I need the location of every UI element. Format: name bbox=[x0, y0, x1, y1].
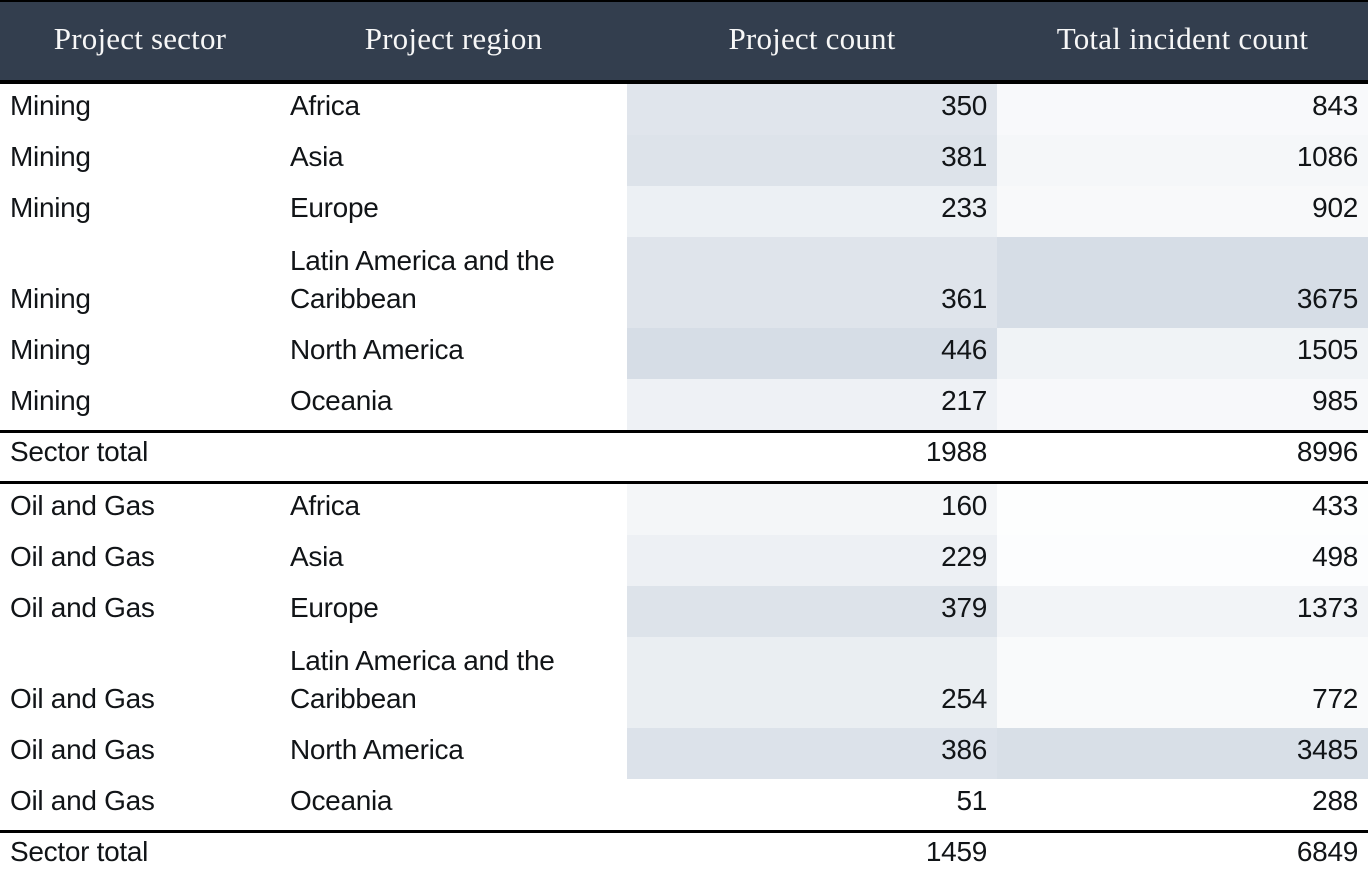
project-count-cell: 51 bbox=[627, 779, 997, 832]
project-sector-cell: Mining bbox=[10, 283, 91, 315]
project-sector-cell: Oil and Gas bbox=[10, 734, 155, 766]
table-body: Mining Africa 350 843 Mining Asia 381 1086 Minin… bbox=[0, 82, 1368, 873]
header-row: Project sector Project region Project co… bbox=[0, 1, 1368, 84]
project-region-cell: Europe bbox=[290, 592, 379, 624]
sector-total-incident-count: 8996 bbox=[997, 430, 1368, 484]
incident-count-cell: 3485 bbox=[997, 728, 1368, 779]
project-region-cell: North America bbox=[290, 334, 464, 366]
table-row: Oil and Gas Asia 229 498 bbox=[0, 535, 1368, 586]
col-header-project-region: Project region bbox=[280, 1, 627, 84]
project-sector-cell: Mining bbox=[10, 192, 91, 224]
sector-total-incident-count: 6849 bbox=[997, 830, 1368, 873]
project-region-cell: Asia bbox=[290, 541, 344, 573]
incident-count-cell: 772 bbox=[997, 637, 1368, 728]
project-region-cell: Africa bbox=[290, 90, 360, 122]
table-row: Mining Asia 381 1086 bbox=[0, 135, 1368, 186]
project-sector-cell: Oil and Gas bbox=[10, 785, 155, 817]
project-count-cell: 386 bbox=[627, 728, 997, 779]
project-sector-cell: Oil and Gas bbox=[10, 592, 155, 624]
table-row: Oil and Gas Latin America and the Caribbe… bbox=[0, 637, 1368, 728]
sector-total-row: Sector total 1459 6849 bbox=[0, 830, 1368, 873]
incident-count-cell: 3675 bbox=[997, 237, 1368, 328]
incident-count-cell: 985 bbox=[997, 379, 1368, 432]
incident-count-cell: 1086 bbox=[997, 135, 1368, 186]
incident-count-cell: 902 bbox=[997, 186, 1368, 237]
project-sector-cell: Mining bbox=[10, 141, 91, 173]
project-sector-cell: Oil and Gas bbox=[10, 541, 155, 573]
incident-count-cell: 433 bbox=[997, 482, 1368, 535]
incident-count-cell: 1505 bbox=[997, 328, 1368, 379]
table-row: Mining Oceania 217 985 bbox=[0, 379, 1368, 432]
project-count-cell: 381 bbox=[627, 135, 997, 186]
table-row: Oil and Gas Oceania 51 288 bbox=[0, 779, 1368, 832]
project-sector-cell: Oil and Gas bbox=[10, 490, 155, 522]
project-region-cell: Europe bbox=[290, 192, 379, 224]
col-header-project-count: Project count bbox=[627, 1, 997, 84]
project-count-cell: 233 bbox=[627, 186, 997, 237]
project-count-cell: 217 bbox=[627, 379, 997, 432]
project-count-cell: 160 bbox=[627, 482, 997, 535]
empty-cell bbox=[280, 430, 627, 484]
project-sector-cell: Oil and Gas bbox=[10, 683, 155, 715]
incident-count-cell: 1373 bbox=[997, 586, 1368, 637]
project-sector-cell: Mining bbox=[10, 385, 91, 417]
project-region-cell: Oceania bbox=[290, 385, 393, 417]
project-count-cell: 254 bbox=[627, 637, 997, 728]
project-count-cell: 379 bbox=[627, 586, 997, 637]
table-header: Project sector Project region Project co… bbox=[0, 1, 1368, 84]
sector-total-label: Sector total bbox=[0, 430, 280, 484]
table-row: Oil and Gas North America 386 3485 bbox=[0, 728, 1368, 779]
table-row: Mining North America 446 1505 bbox=[0, 328, 1368, 379]
sector-total-project-count: 1988 bbox=[627, 430, 997, 484]
project-sector-cell: Mining bbox=[10, 334, 91, 366]
table-row: Mining Europe 233 902 bbox=[0, 186, 1368, 237]
sector-total-row: Sector total 1988 8996 bbox=[0, 430, 1368, 484]
sector-total-project-count: 1459 bbox=[627, 830, 997, 873]
project-count-cell: 361 bbox=[627, 237, 997, 328]
project-region-cell: Oceania bbox=[290, 785, 393, 817]
table-row: Mining Africa 350 843 bbox=[0, 82, 1368, 135]
table-row: Oil and Gas Africa 160 433 bbox=[0, 482, 1368, 535]
empty-cell bbox=[280, 830, 627, 873]
project-sector-cell: Mining bbox=[10, 90, 91, 122]
project-region-cell: Latin America and the Caribbean bbox=[290, 644, 555, 715]
project-region-cell: Latin America and the Caribbean bbox=[290, 244, 555, 315]
project-count-cell: 229 bbox=[627, 535, 997, 586]
incident-count-cell: 498 bbox=[997, 535, 1368, 586]
project-count-cell: 350 bbox=[627, 82, 997, 135]
col-header-total-incident-count: Total incident count bbox=[997, 1, 1368, 84]
col-header-project-sector: Project sector bbox=[0, 1, 280, 84]
project-region-cell: Africa bbox=[290, 490, 360, 522]
project-region-cell: Asia bbox=[290, 141, 344, 173]
table-row: Oil and Gas Europe 379 1373 bbox=[0, 586, 1368, 637]
sector-total-label: Sector total bbox=[0, 830, 280, 873]
project-count-cell: 446 bbox=[627, 328, 997, 379]
incident-count-cell: 843 bbox=[997, 82, 1368, 135]
project-region-cell: North America bbox=[290, 734, 464, 766]
incident-count-cell: 288 bbox=[997, 779, 1368, 832]
table-row: Mining Latin America and the Caribbean 361… bbox=[0, 237, 1368, 328]
